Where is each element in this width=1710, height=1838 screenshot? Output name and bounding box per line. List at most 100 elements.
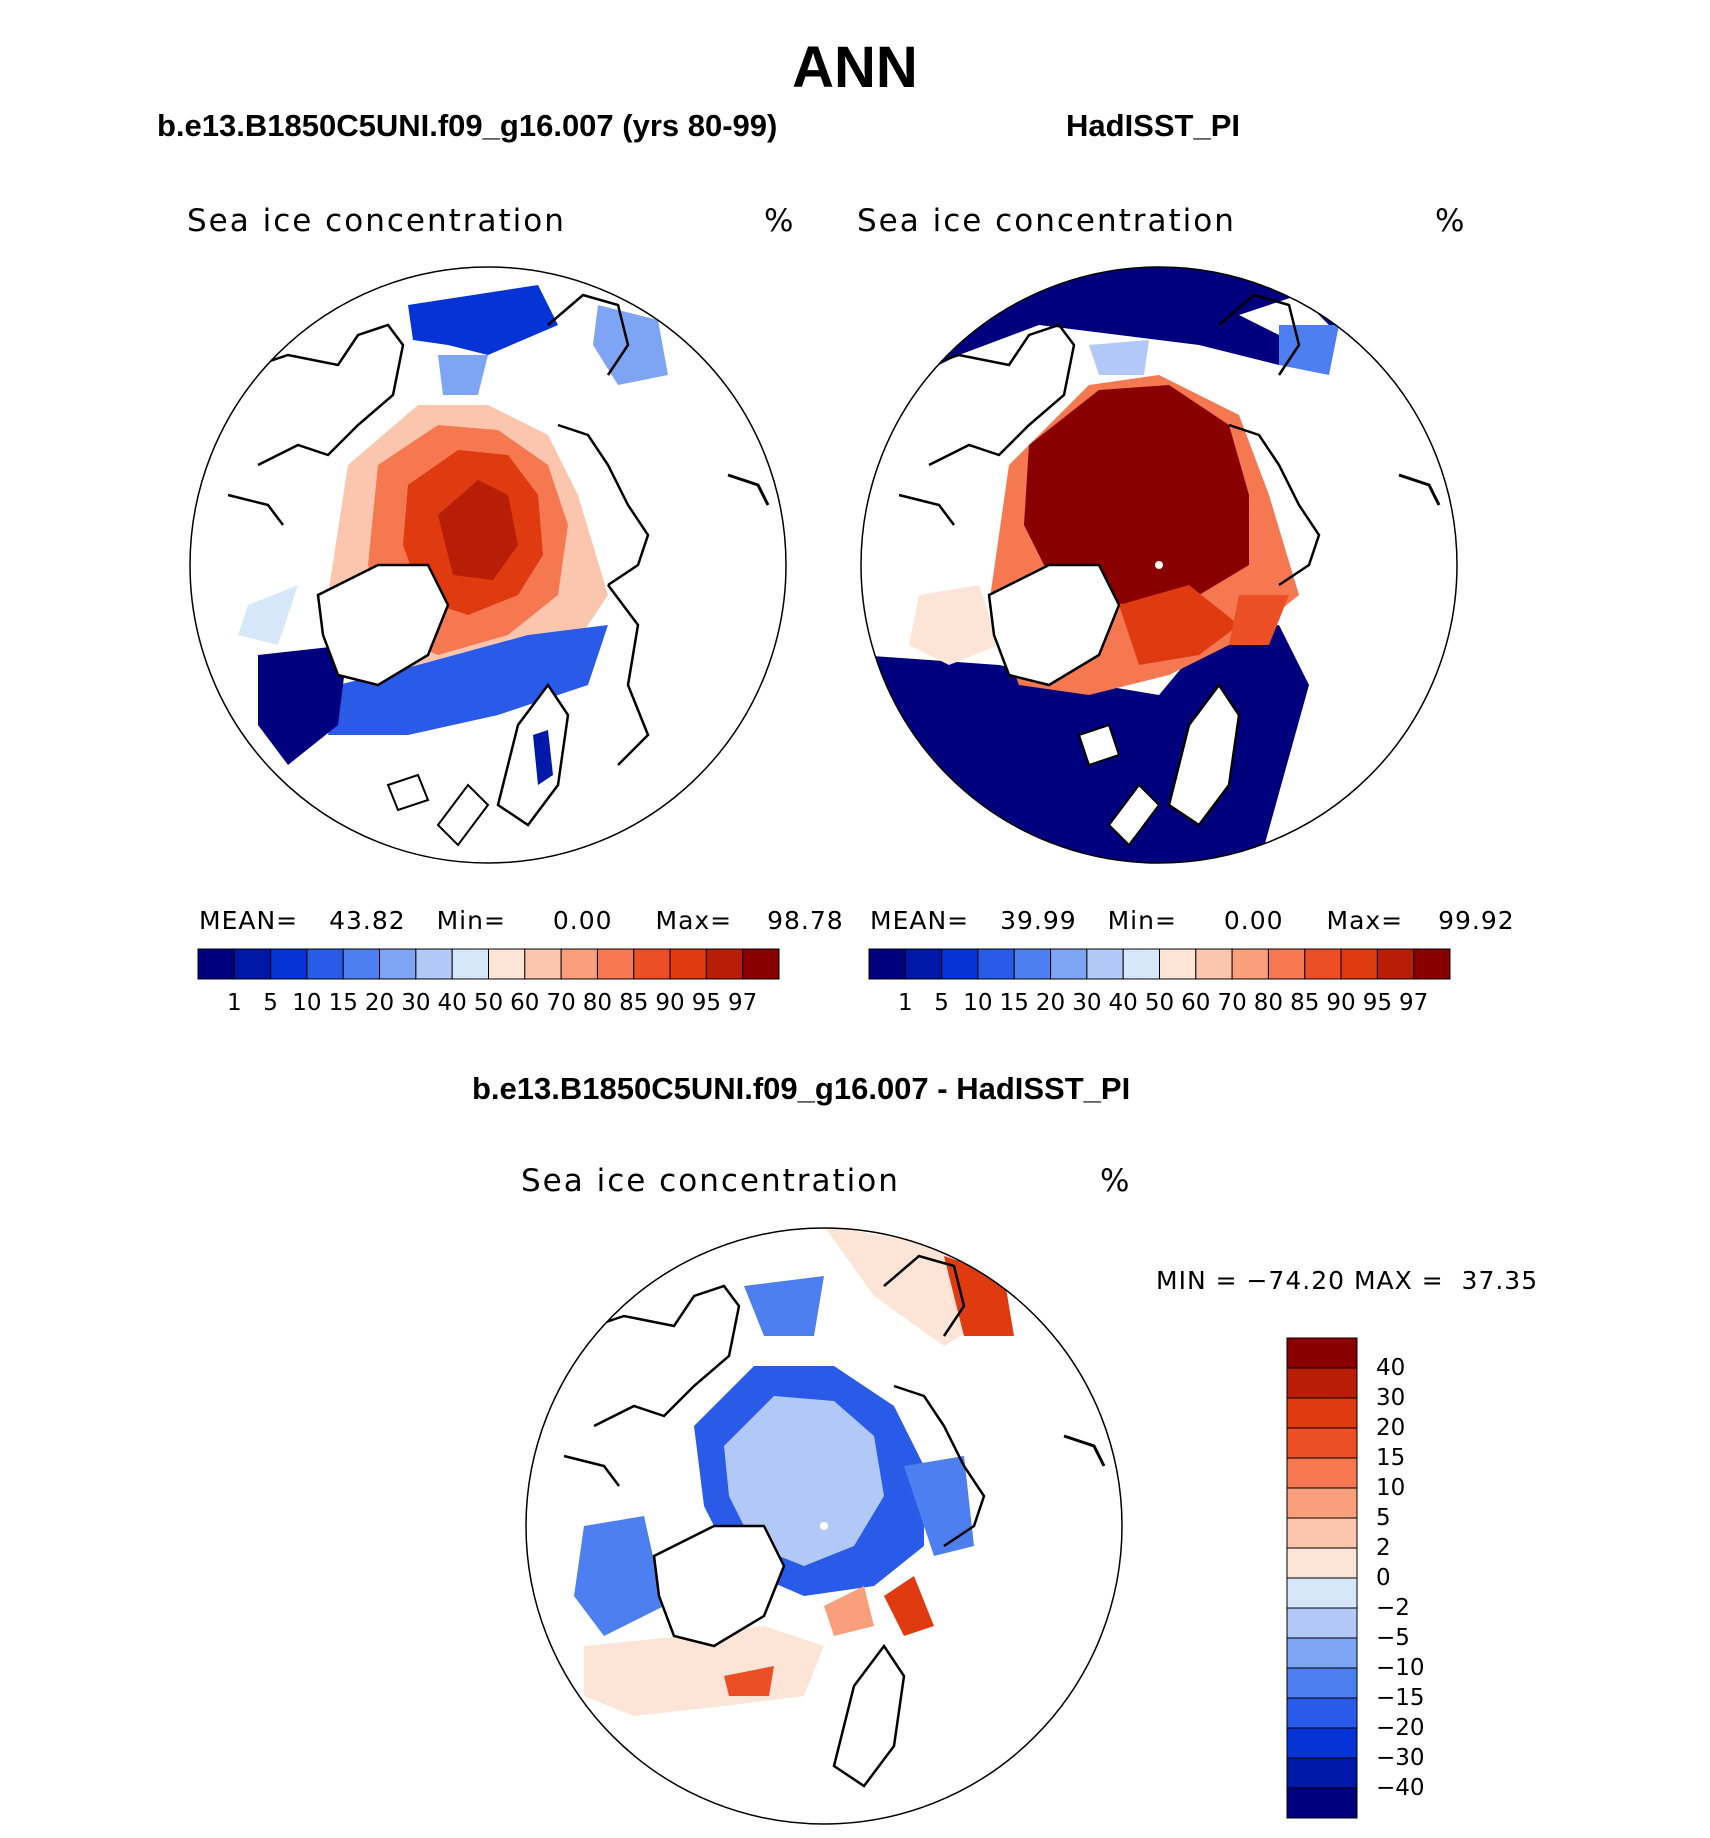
model-mean-value: 43.82	[329, 906, 406, 935]
model-colorbar-box	[197, 948, 235, 980]
model-colorbar-tick-label: 80	[582, 990, 613, 1016]
diff-coastline	[563, 1254, 986, 1548]
diff-colorbar-tick-label: −2	[1376, 1595, 1410, 1621]
model-colorbar-box	[560, 948, 598, 980]
diff-colorbar-tick-label: −10	[1376, 1655, 1425, 1681]
model-colorbar-box	[270, 948, 308, 980]
obs-min-value: 0.00	[1223, 906, 1284, 935]
obs-colorbar-box	[1195, 948, 1233, 980]
model-colorbar-tick-label: 5	[263, 990, 278, 1016]
model-colorbar-box	[669, 948, 707, 980]
diff-colorbar-box	[1286, 1727, 1358, 1759]
model-colorbar-tick-label: 10	[292, 990, 322, 1016]
obs-colorbar-tick-label: 80	[1253, 990, 1284, 1016]
obs-colorbar-box	[1231, 948, 1269, 980]
obs-max-label: Max=	[1326, 906, 1404, 935]
obs-greenland	[987, 563, 1121, 687]
obs-colorbar-tick-label: 95	[1362, 990, 1393, 1016]
diff-colorbar-box	[1286, 1337, 1358, 1369]
model-colorbar-tick-label: 95	[691, 990, 722, 1016]
obs-colorbar-box	[904, 948, 943, 980]
model-min-label: Min=	[436, 906, 506, 935]
obs-colorbar-box	[1122, 948, 1160, 980]
obs-colorbar-tick-label: 97	[1399, 990, 1429, 1016]
diff-greenland	[652, 1524, 786, 1648]
model-okhotsk-ice	[593, 305, 668, 385]
obs-panel-subtitle: HadISST_PI	[1066, 108, 1240, 143]
model-variable-label: Sea ice concentration	[187, 203, 566, 239]
model-colorbar-tick-label: 1	[226, 990, 242, 1016]
obs-colorbar-tick-label: 50	[1144, 990, 1175, 1016]
obs-colorbar-box	[868, 948, 906, 980]
model-polar-map	[189, 266, 787, 864]
obs-colorbar-tick-label: 60	[1181, 990, 1211, 1016]
model-max-value: 98.78	[767, 906, 844, 935]
model-colorbar	[197, 948, 780, 980]
obs-colorbar-tick-label: 90	[1326, 990, 1356, 1016]
diff-colorbar-tick-label: 10	[1376, 1475, 1406, 1501]
diff-polar-map	[525, 1227, 1123, 1825]
obs-colorbar-labels: 1 5 10 15 20 30 40 50 60 70 80 85 90 95 97	[869, 990, 1450, 1020]
obs-min-label: Min=	[1107, 906, 1177, 935]
obs-colorbar-tick-label: 10	[963, 990, 993, 1016]
obs-colorbar-box	[1413, 948, 1451, 980]
model-max-label: Max=	[655, 906, 733, 935]
model-colorbar-tick-label: 85	[619, 990, 649, 1016]
diff-stats: MIN = −74.20 MAX = 37.35	[1156, 1266, 1539, 1295]
model-colorbar-box	[633, 948, 671, 980]
diff-colorbar-box	[1286, 1607, 1358, 1639]
model-colorbar-box	[379, 948, 417, 980]
diff-colorbar-box	[1286, 1367, 1358, 1399]
diff-colorbar-box	[1286, 1697, 1358, 1729]
model-colorbar-tick-label: 60	[510, 990, 540, 1016]
model-colorbar-tick-label: 90	[655, 990, 685, 1016]
diff-variable-label: Sea ice concentration	[521, 1163, 900, 1199]
model-colorbar-box	[524, 948, 562, 980]
diff-units-label: %	[1100, 1163, 1132, 1199]
obs-colorbar-tick-label: 70	[1217, 990, 1247, 1016]
obs-mean-label: MEAN=	[870, 906, 970, 935]
obs-polar-map	[860, 266, 1458, 864]
model-colorbar-tick-label: 20	[364, 990, 395, 1016]
diff-colorbar-labels: 40 30 20 15 10 5 2 0 −2 −5 −10 −15 −20 −30 −40	[1362, 1338, 1462, 1818]
model-atlantic-blue	[328, 625, 608, 735]
model-colorbar-box	[451, 948, 489, 980]
obs-colorbar-tick-label: 20	[1035, 990, 1066, 1016]
model-colorbar-tick-label: 40	[437, 990, 467, 1016]
diff-panel-subtitle: b.e13.B1850C5UNI.f09_g16.007 - HadISST_P…	[472, 1071, 1131, 1106]
model-panel-subtitle: b.e13.B1850C5UNI.f09_g16.007 (yrs 80-99)	[157, 108, 778, 143]
diff-colorbar-box	[1286, 1577, 1358, 1609]
diff-colorbar-tick-label: 2	[1376, 1535, 1391, 1561]
diff-colorbar-box	[1286, 1457, 1358, 1489]
diff-colorbar-tick-label: 15	[1376, 1445, 1406, 1471]
obs-mean-value: 39.99	[1000, 906, 1077, 935]
model-greenland	[316, 563, 450, 687]
diff-colorbar-tick-label: −40	[1376, 1775, 1425, 1801]
obs-colorbar-box	[1013, 948, 1052, 980]
obs-colorbar-tick-label: 85	[1290, 990, 1320, 1016]
diff-colorbar-box	[1286, 1427, 1358, 1459]
diff-colorbar-box	[1286, 1517, 1358, 1549]
obs-max-value: 99.92	[1438, 906, 1515, 935]
obs-colorbar-tick-label: 5	[934, 990, 949, 1016]
model-stats: MEAN= 43.82 Min= 0.00 Max= 98.78	[199, 906, 844, 935]
obs-colorbar-box	[977, 948, 1015, 980]
model-colorbar-tick-label: 70	[546, 990, 576, 1016]
obs-coastline	[898, 293, 1321, 587]
diff-colorbar	[1286, 1337, 1358, 1819]
diff-scandinavia	[832, 1643, 906, 1788]
diff-colorbar-box	[1286, 1787, 1358, 1819]
model-colorbar-tick-label: 97	[728, 990, 758, 1016]
obs-colorbar-tick-label: 1	[897, 990, 913, 1016]
model-colorbar-box	[415, 948, 453, 980]
main-title: ANN	[792, 35, 918, 100]
model-mean-label: MEAN=	[199, 906, 299, 935]
model-colorbar-labels: 1 5 10 15 20 30 40 50 60 70 80 85 90 95 97	[198, 990, 779, 1020]
model-scandinavia	[496, 682, 570, 827]
model-min-value: 0.00	[552, 906, 613, 935]
model-colorbar-box	[742, 948, 780, 980]
obs-colorbar-box	[1304, 948, 1342, 980]
obs-colorbar-tick-label: 30	[1072, 990, 1102, 1016]
obs-colorbar-box	[1376, 948, 1415, 980]
model-colorbar-tick-label: 30	[401, 990, 431, 1016]
